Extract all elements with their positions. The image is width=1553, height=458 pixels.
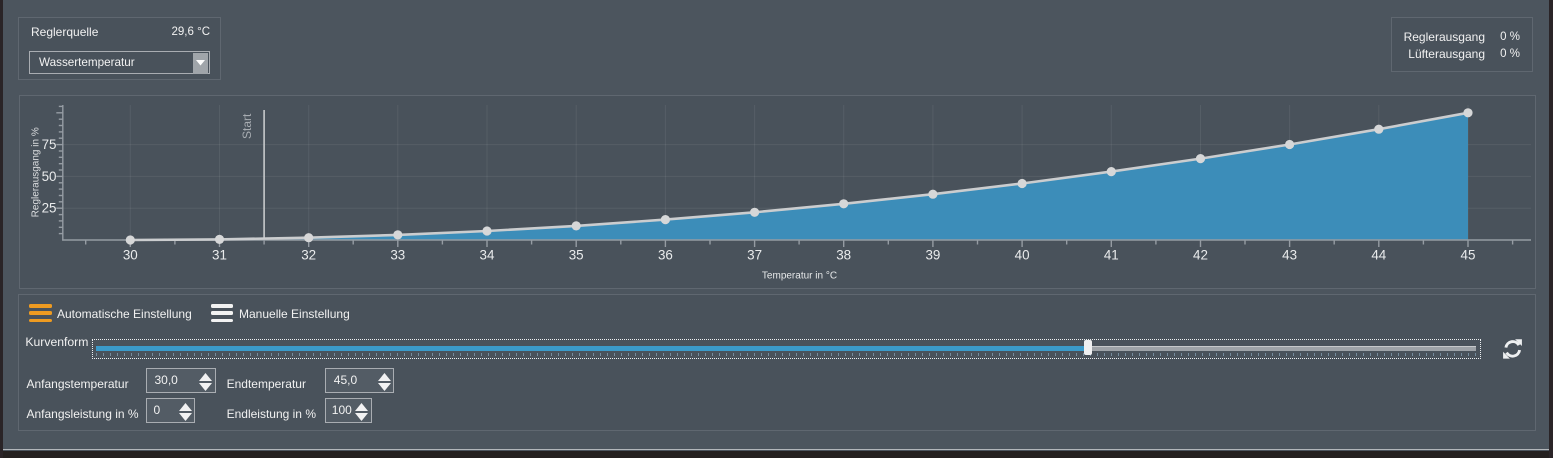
svg-text:25: 25: [42, 201, 57, 216]
svg-text:75: 75: [42, 137, 57, 152]
svg-text:38: 38: [836, 248, 851, 263]
svg-text:44: 44: [1371, 248, 1386, 263]
svg-text:37: 37: [747, 248, 762, 263]
svg-text:33: 33: [390, 248, 405, 263]
svg-text:32: 32: [301, 248, 316, 263]
svg-text:39: 39: [925, 248, 940, 263]
svg-text:30: 30: [123, 248, 138, 263]
svg-text:Temperatur in °C: Temperatur in °C: [762, 271, 837, 282]
svg-text:50: 50: [42, 169, 57, 184]
svg-text:40: 40: [1015, 248, 1030, 263]
svg-text:Start: Start: [240, 113, 254, 139]
svg-text:41: 41: [1104, 248, 1119, 263]
svg-text:Reglerausgang in %: Reglerausgang in %: [31, 127, 42, 217]
svg-text:31: 31: [212, 248, 227, 263]
svg-text:35: 35: [569, 248, 584, 263]
svg-text:36: 36: [658, 248, 673, 263]
svg-text:45: 45: [1461, 248, 1476, 263]
svg-text:34: 34: [480, 248, 495, 263]
svg-text:42: 42: [1193, 248, 1208, 263]
svg-text:43: 43: [1282, 248, 1297, 263]
